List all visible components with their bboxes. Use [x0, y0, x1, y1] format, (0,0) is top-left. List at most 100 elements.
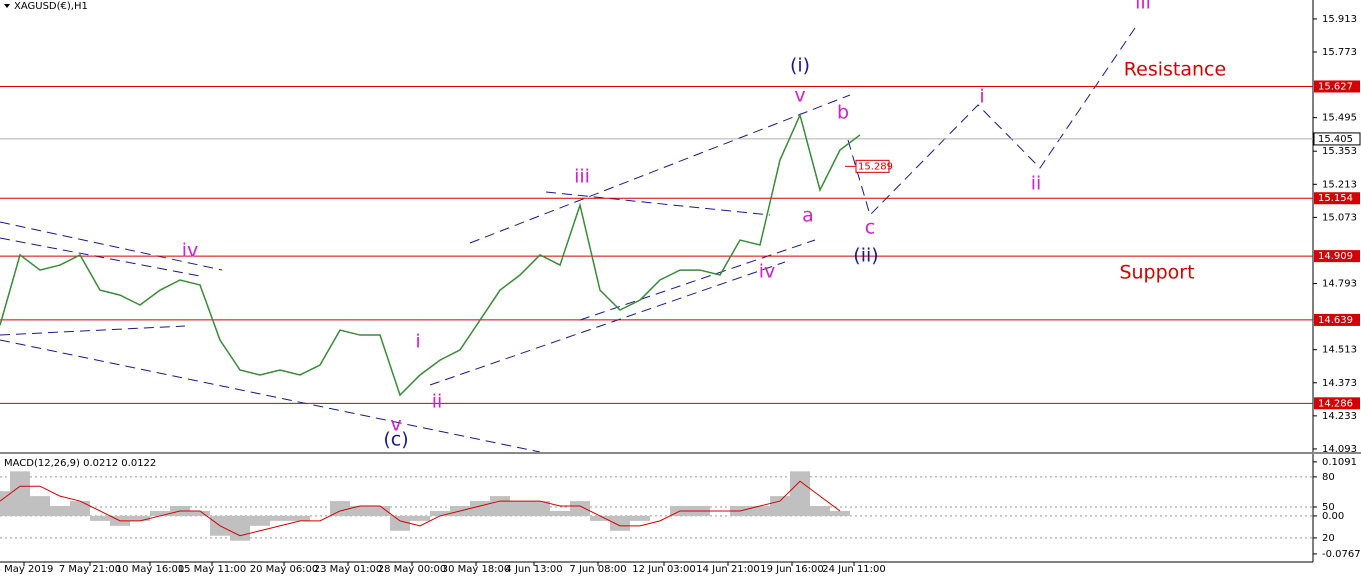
histogram-bar	[90, 515, 110, 521]
y-tick-label: 14.373	[1322, 378, 1357, 389]
y-tick-label: 50	[1322, 502, 1335, 513]
y-tick-label: 14.093	[1322, 444, 1357, 455]
histogram-bar	[190, 510, 210, 516]
histogram-bar	[630, 515, 650, 521]
histogram-bar	[530, 501, 550, 516]
histogram-bar	[790, 471, 810, 516]
histogram-bar	[490, 496, 510, 516]
trend-line	[429, 261, 786, 386]
trend-line	[579, 239, 816, 321]
x-tick-label: 19 Jun 16:00	[760, 564, 824, 575]
x-tick-label: 10 May 16:00	[116, 564, 185, 575]
histogram-bar	[550, 510, 570, 516]
y-tick-label: 14.233	[1322, 411, 1357, 422]
histogram-bar	[50, 506, 70, 516]
macd-title: MACD(12,26,9) 0.0212 0.0122	[4, 458, 156, 469]
wave-label: i	[415, 331, 420, 353]
wave-label: (i)	[790, 55, 810, 77]
histogram-bar	[230, 515, 250, 541]
histogram-bar	[70, 501, 90, 516]
wave-label: (c)	[383, 429, 408, 451]
histogram-bar	[130, 515, 150, 521]
current-price-label: 15.405	[1318, 134, 1353, 145]
histogram-bar	[570, 501, 590, 516]
wave-label: i	[979, 86, 984, 108]
histogram-bar	[470, 501, 490, 516]
x-tick-label: 3 May 2019	[0, 564, 53, 575]
x-tick-label: 7 Jun 08:00	[569, 564, 626, 575]
wave-label: ii	[432, 391, 443, 413]
level-tag	[1314, 80, 1360, 93]
histogram-bar	[330, 501, 350, 516]
level-label: 15.154	[1318, 193, 1353, 204]
histogram-bar	[270, 515, 290, 521]
y-tick-label: 15.073	[1322, 212, 1357, 223]
wave-label: v	[794, 85, 805, 107]
x-tick-label: 28 May 00:00	[378, 564, 447, 575]
trend-line	[0, 237, 201, 277]
histogram-bar	[10, 471, 30, 516]
y-tick-label: 14.793	[1322, 279, 1357, 290]
y-tick-label: 15.213	[1322, 179, 1357, 190]
histogram-bar	[510, 501, 530, 516]
histogram-bar	[250, 515, 270, 526]
trend-line	[0, 221, 223, 271]
wave-label: b	[837, 102, 849, 124]
wave-label: iv	[759, 261, 776, 283]
level-label: 14.639	[1318, 315, 1353, 326]
wave-label: Resistance	[1124, 59, 1226, 81]
wave-label: iv	[182, 240, 199, 262]
level-tag	[1314, 313, 1360, 326]
y-tick-label: 20	[1322, 533, 1335, 544]
wave-label: iii	[574, 166, 590, 188]
trend-line	[0, 339, 541, 453]
x-tick-label: 7 May 21:00	[59, 564, 121, 575]
histogram-bar	[390, 515, 410, 531]
histogram-bar	[610, 515, 630, 531]
y-tick-label: 15.495	[1322, 113, 1357, 124]
histogram-bar	[150, 510, 170, 516]
histogram-bar	[430, 510, 450, 516]
trend-line	[469, 94, 851, 244]
histogram-bar	[830, 510, 850, 516]
wave-label: (ii)	[853, 245, 878, 267]
marker-label: 15.289	[858, 161, 893, 172]
x-tick-label: 23 May 01:00	[314, 564, 383, 575]
histogram-bar	[0, 491, 10, 516]
x-tick-label: 30 May 18:00	[442, 564, 511, 575]
y-tick-label: 0.1091	[1322, 457, 1357, 468]
level-label: 15.627	[1318, 81, 1353, 92]
histogram-bar	[810, 506, 830, 516]
wave-label: ii	[1031, 173, 1042, 195]
wave-label: iii	[1135, 0, 1151, 14]
y-tick-label: -0.0767	[1322, 549, 1361, 560]
current-price-tag	[1313, 132, 1361, 146]
price-line	[0, 112, 861, 397]
histogram-bar	[750, 506, 770, 516]
y-tick-label: 80	[1322, 472, 1335, 483]
trend-line	[545, 191, 771, 216]
level-tag	[1314, 397, 1360, 410]
menu-arrow	[4, 4, 10, 8]
x-tick-label: 20 May 06:00	[250, 564, 319, 575]
x-tick-label: 15 May 11:00	[178, 564, 247, 575]
marker-tag	[855, 159, 890, 173]
chart-title: XAGUSD(€),H1	[14, 1, 88, 12]
histogram-bar	[30, 496, 50, 516]
wave-label: v	[390, 414, 401, 436]
level-tag	[1314, 192, 1360, 205]
wave-label: Support	[1119, 262, 1194, 284]
x-tick-label: 14 Jun 21:00	[696, 564, 760, 575]
y-tick-label: 15.913	[1322, 14, 1357, 25]
signal-line	[0, 480, 841, 537]
histogram-bar	[770, 496, 790, 516]
level-label: 14.286	[1318, 398, 1353, 409]
x-tick-label: 4 Jun 13:00	[505, 564, 562, 575]
y-tick-label: 15.353	[1322, 146, 1357, 157]
y-tick-label: 0.00	[1322, 511, 1344, 522]
histogram-bar	[290, 515, 310, 521]
level-label: 14.909	[1318, 251, 1353, 262]
histogram-bar	[410, 515, 430, 521]
